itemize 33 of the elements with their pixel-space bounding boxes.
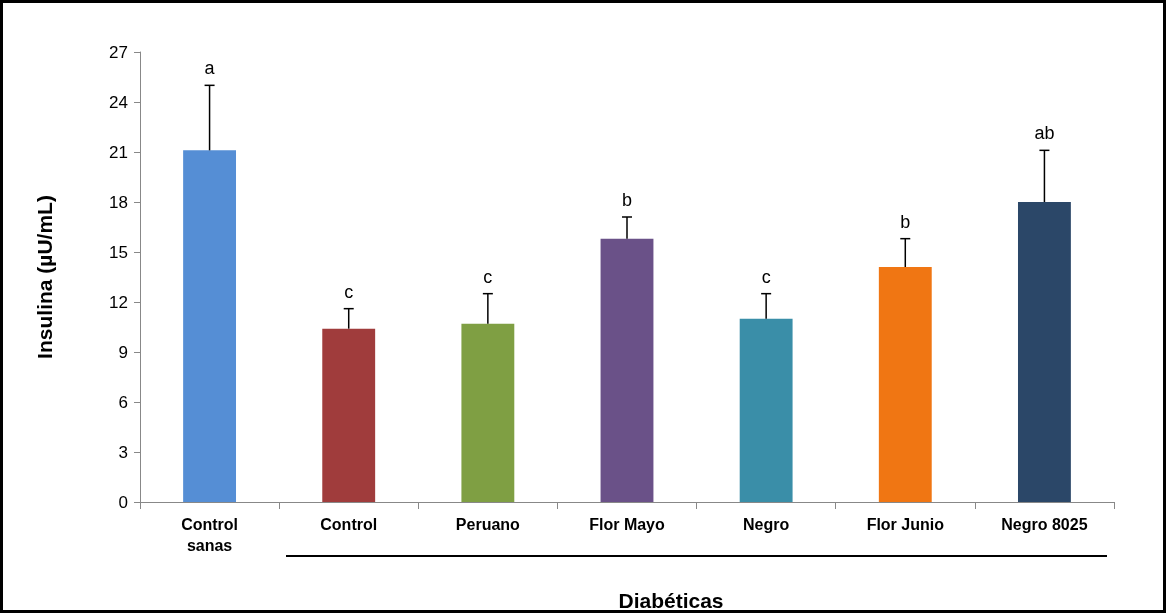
x-tick-label: Control sanas: [181, 516, 239, 554]
y-tick-label: 21: [109, 142, 128, 162]
bar: [461, 323, 515, 502]
x-tick-label: Negro: [743, 516, 790, 533]
x-tick-label: Negro 8025: [1001, 516, 1088, 533]
bar: [600, 238, 654, 502]
annotation: c: [344, 281, 354, 302]
y-tick-label: 24: [109, 92, 128, 112]
x-tick-label: Flor Junio: [866, 516, 945, 533]
annotation: a: [204, 58, 216, 79]
annotation: b: [900, 211, 911, 232]
y-tick-label: 15: [109, 242, 128, 262]
annotation: c: [483, 266, 493, 287]
bar: [183, 150, 237, 502]
y-tick-label: 27: [109, 42, 128, 62]
x-tick-label: Peruano: [455, 516, 521, 533]
y-tick-label: 9: [118, 342, 128, 362]
annotation: b: [621, 190, 633, 210]
x-tick-label: Control: [320, 516, 378, 533]
bar: [878, 267, 932, 502]
annotation: c: [761, 266, 771, 287]
y-axis-title: Insulina (µU/mL): [33, 195, 56, 359]
bar: [322, 328, 376, 502]
y-tick-label: 18: [109, 192, 128, 212]
y-tick-label: 3: [118, 442, 128, 462]
y-tick-label: 0: [118, 492, 128, 512]
bar: [1017, 202, 1071, 502]
bar: [739, 318, 793, 502]
x-axis-title: Diabéticas: [618, 589, 724, 612]
annotation: ab: [1034, 123, 1055, 144]
y-tick-label: 12: [109, 292, 128, 312]
y-tick-label: 6: [118, 392, 128, 412]
x-tick-label: Flor Mayo: [589, 516, 666, 533]
